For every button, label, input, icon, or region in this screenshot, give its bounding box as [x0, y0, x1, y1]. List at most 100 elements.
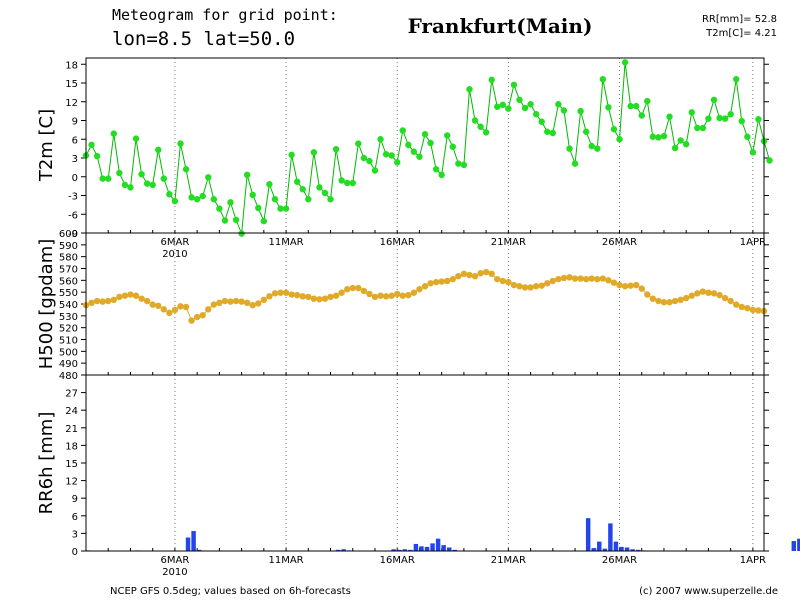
h500-point — [255, 300, 262, 307]
t2m-point — [716, 114, 723, 122]
h500-point — [477, 270, 484, 277]
h500-point — [755, 307, 762, 314]
h500-point — [471, 272, 479, 280]
x-tick-label: 26MAR — [602, 237, 637, 248]
t2m-point — [516, 96, 523, 104]
h500-point — [449, 275, 456, 283]
h500-point — [299, 293, 306, 300]
h500-point — [277, 289, 284, 296]
t2m-point — [544, 128, 551, 135]
t2m-point — [594, 145, 601, 152]
h500-point — [260, 296, 268, 304]
y-tick-label: 18 — [65, 60, 78, 71]
y-tick-label: 6 — [72, 512, 78, 523]
h500-point — [577, 275, 584, 282]
t2m-point — [382, 151, 390, 158]
h500-point — [594, 275, 601, 283]
t2m-point — [205, 174, 212, 181]
h500-point — [427, 280, 434, 287]
t2m-point — [310, 149, 318, 156]
h500-point — [321, 295, 329, 302]
h500-point — [305, 293, 312, 301]
t2m-point — [571, 160, 579, 167]
rr-bar — [613, 541, 619, 551]
h500-point — [655, 297, 662, 305]
t2m-point — [455, 160, 462, 167]
t2m-point — [471, 117, 479, 124]
h500-point — [460, 270, 468, 278]
y-tick-label: -9 — [68, 229, 78, 240]
y-tick-label: 9 — [72, 117, 78, 128]
y-tick-label: 24 — [65, 406, 78, 417]
h500-point — [143, 297, 151, 305]
x-tick-label: 16MAR — [380, 237, 415, 248]
t2m-point — [299, 186, 306, 193]
y-tick-label: 15 — [65, 459, 78, 470]
h500-point — [516, 283, 523, 290]
t2m-point — [88, 141, 95, 149]
h500-point — [571, 275, 579, 282]
x-tick-label: 21MAR — [491, 555, 526, 566]
h500-axis-label: H500 [gpdam] — [36, 239, 57, 370]
y-tick-label: 520 — [59, 324, 78, 335]
h500-point — [733, 301, 740, 308]
h500-point — [332, 292, 340, 299]
x-tick-label: 11MAR — [268, 555, 303, 566]
h500-panel: 480490500510520530540550560570580590600H… — [36, 229, 769, 382]
footer-source: NCEP GFS 0.5deg; values based on 6h-fore… — [110, 586, 351, 597]
t2m-point — [138, 171, 145, 178]
h500-point — [738, 303, 745, 311]
t2m-point — [560, 107, 568, 114]
y-tick-label: 530 — [59, 312, 78, 323]
h500-point — [566, 274, 573, 281]
t2m-point — [555, 101, 562, 108]
rr-bar — [430, 543, 435, 551]
h500-point — [210, 301, 218, 308]
rr-summary: RR[mm]= 52.8 — [702, 14, 777, 25]
h500-point — [316, 296, 323, 303]
rr-bar — [424, 546, 430, 551]
h500-point — [371, 293, 379, 301]
h500-point — [699, 288, 707, 295]
h500-point — [116, 293, 123, 301]
h500-point — [405, 291, 412, 299]
title-line1: Meteogram for grid point: — [112, 6, 338, 24]
t2m-point — [410, 148, 418, 155]
t2m-point — [405, 141, 412, 149]
y-tick-label: 0 — [72, 547, 78, 558]
rr-axis-label: RR6h [mm] — [36, 412, 57, 515]
h500-point — [482, 268, 490, 276]
t2m-point — [688, 109, 695, 116]
h500-point — [705, 289, 712, 296]
h500-point — [560, 274, 568, 282]
t2m-point — [610, 126, 618, 133]
rr-bar — [624, 547, 630, 551]
t2m-point — [249, 191, 256, 199]
t2m-point — [482, 129, 490, 136]
h500-point — [249, 301, 256, 309]
t2m-point — [477, 123, 484, 130]
rr-bar — [797, 538, 800, 551]
footer-credit: (c) 2007 www.superzelle.de — [639, 586, 778, 597]
t2m-point — [632, 102, 640, 110]
t2m-point — [155, 146, 162, 154]
h500-point — [243, 299, 251, 307]
h500-point — [355, 284, 362, 292]
h500-series-line — [85, 271, 765, 322]
rr-bar — [391, 549, 396, 551]
t2m-point — [355, 140, 362, 147]
rr-bar — [452, 549, 458, 551]
h500-point — [416, 286, 423, 293]
t2m-point — [749, 149, 757, 156]
h500-point — [193, 313, 201, 321]
t2m-point — [110, 130, 117, 137]
h500-point — [171, 306, 179, 314]
h500-point — [616, 281, 623, 289]
h500-point — [666, 299, 673, 306]
h500-point — [649, 295, 657, 302]
h500-point — [394, 290, 401, 298]
t2m-point — [449, 143, 456, 150]
t2m-point — [671, 144, 679, 152]
t2m-point — [566, 145, 573, 152]
t2m-point — [271, 196, 279, 203]
